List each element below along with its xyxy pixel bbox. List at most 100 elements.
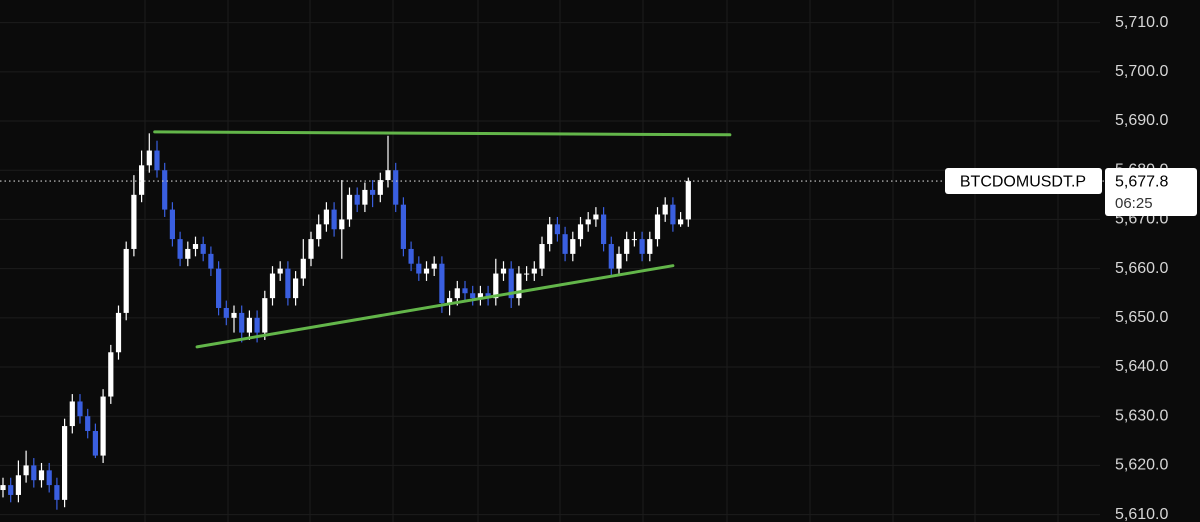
candle-body [177, 239, 183, 259]
y-tick-label: 5,630.0 [1115, 407, 1168, 424]
candle-body [524, 273, 530, 275]
candle-body [493, 273, 499, 299]
candle-body [516, 273, 522, 299]
candle-body [608, 244, 614, 269]
candle-body [92, 430, 98, 456]
y-tick-label: 5,710.0 [1115, 14, 1168, 31]
candle-body [262, 298, 268, 333]
candle-body [31, 465, 37, 481]
candle-body [239, 312, 245, 333]
candle-body [100, 396, 106, 456]
candle-body [0, 485, 6, 491]
candle-body [15, 475, 21, 495]
candle-body [269, 273, 276, 299]
candle-body [139, 165, 145, 195]
candle-body [616, 253, 622, 269]
candle-body [462, 288, 468, 294]
candle-body [362, 189, 368, 205]
candle-body [69, 401, 75, 427]
candle-body [678, 219, 684, 225]
candle-body [216, 268, 222, 308]
candle-body [377, 180, 383, 195]
candle-body [370, 189, 376, 195]
candle-body [323, 209, 329, 225]
trendline [153, 130, 732, 137]
y-tick-label: 5,690.0 [1115, 112, 1168, 129]
candle-body [601, 214, 607, 245]
y-tick-label: 5,620.0 [1115, 457, 1168, 474]
candle-body [192, 244, 199, 249]
candle-body [308, 239, 314, 259]
candle-body [470, 293, 476, 299]
candle-body [454, 288, 460, 299]
candle-body [185, 248, 191, 259]
y-tick-label: 5,610.0 [1115, 506, 1168, 522]
candle-body [585, 219, 591, 225]
candle-body [531, 268, 537, 274]
candle-body [547, 224, 553, 245]
candle-body [577, 224, 584, 240]
candle-body [508, 268, 514, 299]
candle-body [431, 263, 437, 269]
countdown-label: 06:25 [1115, 195, 1153, 212]
candle-body [54, 485, 60, 500]
candle-body [447, 298, 453, 304]
candle-body [154, 150, 160, 171]
candle-body [416, 263, 422, 274]
candle-body [624, 239, 630, 254]
candle-body [277, 268, 283, 274]
candle-body [662, 204, 668, 215]
y-tick-label: 5,650.0 [1115, 309, 1168, 326]
candle-body [131, 194, 137, 249]
candle-body [85, 416, 91, 431]
candle-body [593, 214, 599, 220]
candle-body [654, 214, 661, 240]
candle-body [354, 194, 360, 205]
y-tick-label: 5,700.0 [1115, 63, 1168, 80]
candle-body [562, 234, 568, 254]
candle-body [123, 248, 129, 313]
candle-body [223, 307, 229, 318]
candle-body [246, 317, 252, 333]
candle-body [77, 401, 83, 417]
candle-body [670, 204, 676, 225]
candle-body [169, 209, 175, 240]
candle-body [500, 268, 507, 274]
symbol-label: BTCDOMUSDT.P [960, 173, 1086, 190]
last-price-label: 5,677.8 [1115, 173, 1168, 190]
candle-body [8, 485, 14, 495]
candle-body [477, 293, 483, 299]
candle-body [393, 170, 399, 205]
candle-body [439, 263, 445, 304]
trendline [195, 264, 675, 349]
price-box [1105, 168, 1197, 217]
candle-body [146, 150, 152, 166]
candle-body [208, 253, 214, 269]
candle-body [346, 194, 353, 220]
candle-body [285, 268, 291, 299]
candle-body [385, 170, 391, 181]
candle-body [647, 239, 653, 254]
y-tick-label: 5,640.0 [1115, 358, 1168, 375]
candle-body [293, 278, 299, 299]
y-tick-label: 5,660.0 [1115, 260, 1168, 277]
grid [144, 0, 1059, 522]
candle-body [62, 426, 68, 500]
candle-body [115, 312, 122, 353]
candle-body [162, 170, 168, 210]
candle-body [300, 258, 306, 279]
candle-body [331, 209, 337, 230]
candle-body [639, 239, 645, 254]
candle-body [46, 470, 52, 486]
candle-body [339, 219, 345, 230]
candle-body [38, 470, 45, 481]
candle-body [23, 465, 29, 476]
candle-body [631, 239, 637, 241]
symbol-box [945, 168, 1102, 195]
candle-body [108, 352, 114, 397]
candle-body [254, 317, 260, 333]
candle-body [570, 239, 576, 254]
candle-body [423, 268, 430, 274]
